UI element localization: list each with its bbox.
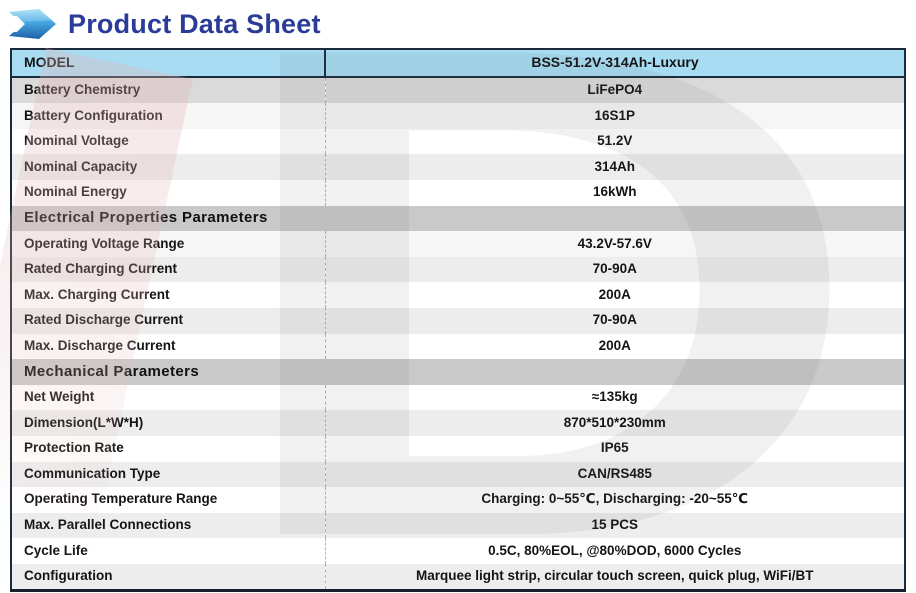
section-header-electrical: Electrical Properties Parameters — [11, 205, 905, 232]
row-value: 0.5C, 80%EOL, @80%DOD, 6000 Cycles — [325, 538, 905, 564]
row-label: Cycle Life — [11, 538, 326, 564]
row-value: 70-90A — [325, 256, 905, 283]
row-value: 200A — [325, 333, 905, 360]
table-row: Operating Voltage Range 43.2V-57.6V — [11, 231, 905, 257]
row-label: Nominal Capacity — [11, 154, 326, 180]
table-row: Operating Temperature Range Charging: 0~… — [11, 487, 905, 513]
table-row: Nominal Energy 16kWh — [11, 179, 905, 206]
table-row: Dimension(L*W*H) 870*510*230mm — [11, 410, 905, 436]
row-value: 16kWh — [325, 179, 905, 206]
row-label: Max. Parallel Connections — [11, 512, 326, 539]
row-label: Battery Configuration — [11, 103, 326, 129]
row-label: Operating Voltage Range — [11, 231, 326, 257]
table-row: Rated Discharge Current 70-90A — [11, 307, 905, 334]
row-label: Configuration — [11, 563, 326, 591]
row-label: Rated Discharge Current — [11, 307, 326, 334]
table-row: Configuration Marquee light strip, circu… — [11, 563, 905, 591]
table-row: Max. Charging Current 200A — [11, 282, 905, 308]
row-label: Operating Temperature Range — [11, 487, 326, 513]
row-value: IP65 — [325, 435, 905, 462]
row-value: 314Ah — [325, 154, 905, 180]
table-row: Communication Type CAN/RS485 — [11, 461, 905, 488]
table-row-model: MODEL BSS-51.2V-314Ah-Luxury — [11, 49, 905, 78]
row-label: Nominal Voltage — [11, 128, 326, 155]
table-row: Net Weight ≈135kg — [11, 384, 905, 411]
row-value: Marquee light strip, circular touch scre… — [325, 563, 905, 591]
spec-table: MODEL BSS-51.2V-314Ah-Luxury Battery Che… — [10, 48, 906, 593]
row-value: 200A — [325, 282, 905, 308]
section-header-label: Mechanical Parameters — [11, 359, 905, 385]
row-label: Dimension(L*W*H) — [11, 410, 326, 436]
row-value: LiFePO4 — [325, 76, 905, 104]
table-row: Battery Configuration 16S1P — [11, 103, 905, 129]
row-label: Rated Charging Current — [11, 256, 326, 283]
table-row: Rated Charging Current 70-90A — [11, 256, 905, 283]
row-label: Protection Rate — [11, 435, 326, 462]
table-row: Protection Rate IP65 — [11, 435, 905, 462]
table-row: Battery Chemistry LiFePO4 — [11, 76, 905, 104]
page-header: Product Data Sheet — [8, 4, 321, 44]
row-label: Max. Charging Current — [11, 282, 326, 308]
section-header-mechanical: Mechanical Parameters — [11, 359, 905, 385]
brand-arrow-icon — [9, 9, 56, 39]
row-label: Communication Type — [11, 461, 326, 488]
row-value: 51.2V — [325, 128, 905, 155]
row-label: Battery Chemistry — [11, 76, 326, 104]
table-row: Cycle Life 0.5C, 80%EOL, @80%DOD, 6000 C… — [11, 538, 905, 564]
row-value: Charging: 0~55℃, Discharging: -20~55℃ — [325, 487, 905, 513]
row-value: 16S1P — [325, 103, 905, 129]
row-label: Net Weight — [11, 384, 326, 411]
row-value: ≈135kg — [325, 384, 905, 411]
table-row: Nominal Capacity 314Ah — [11, 154, 905, 180]
row-label: Nominal Energy — [11, 179, 326, 206]
row-value: 870*510*230mm — [325, 410, 905, 436]
row-value: CAN/RS485 — [325, 461, 905, 488]
row-value: 43.2V-57.6V — [325, 231, 905, 257]
row-value: 70-90A — [325, 307, 905, 334]
page-title: Product Data Sheet — [68, 8, 321, 39]
model-label: MODEL — [11, 49, 326, 78]
table-row: Nominal Voltage 51.2V — [11, 128, 905, 155]
row-label: Max. Discharge Current — [11, 333, 326, 360]
section-header-label: Electrical Properties Parameters — [11, 205, 905, 232]
table-row: Max. Parallel Connections 15 PCS — [11, 512, 905, 539]
table-row: Max. Discharge Current 200A — [11, 333, 905, 360]
model-value: BSS-51.2V-314Ah-Luxury — [325, 49, 905, 78]
row-value: 15 PCS — [325, 512, 905, 539]
